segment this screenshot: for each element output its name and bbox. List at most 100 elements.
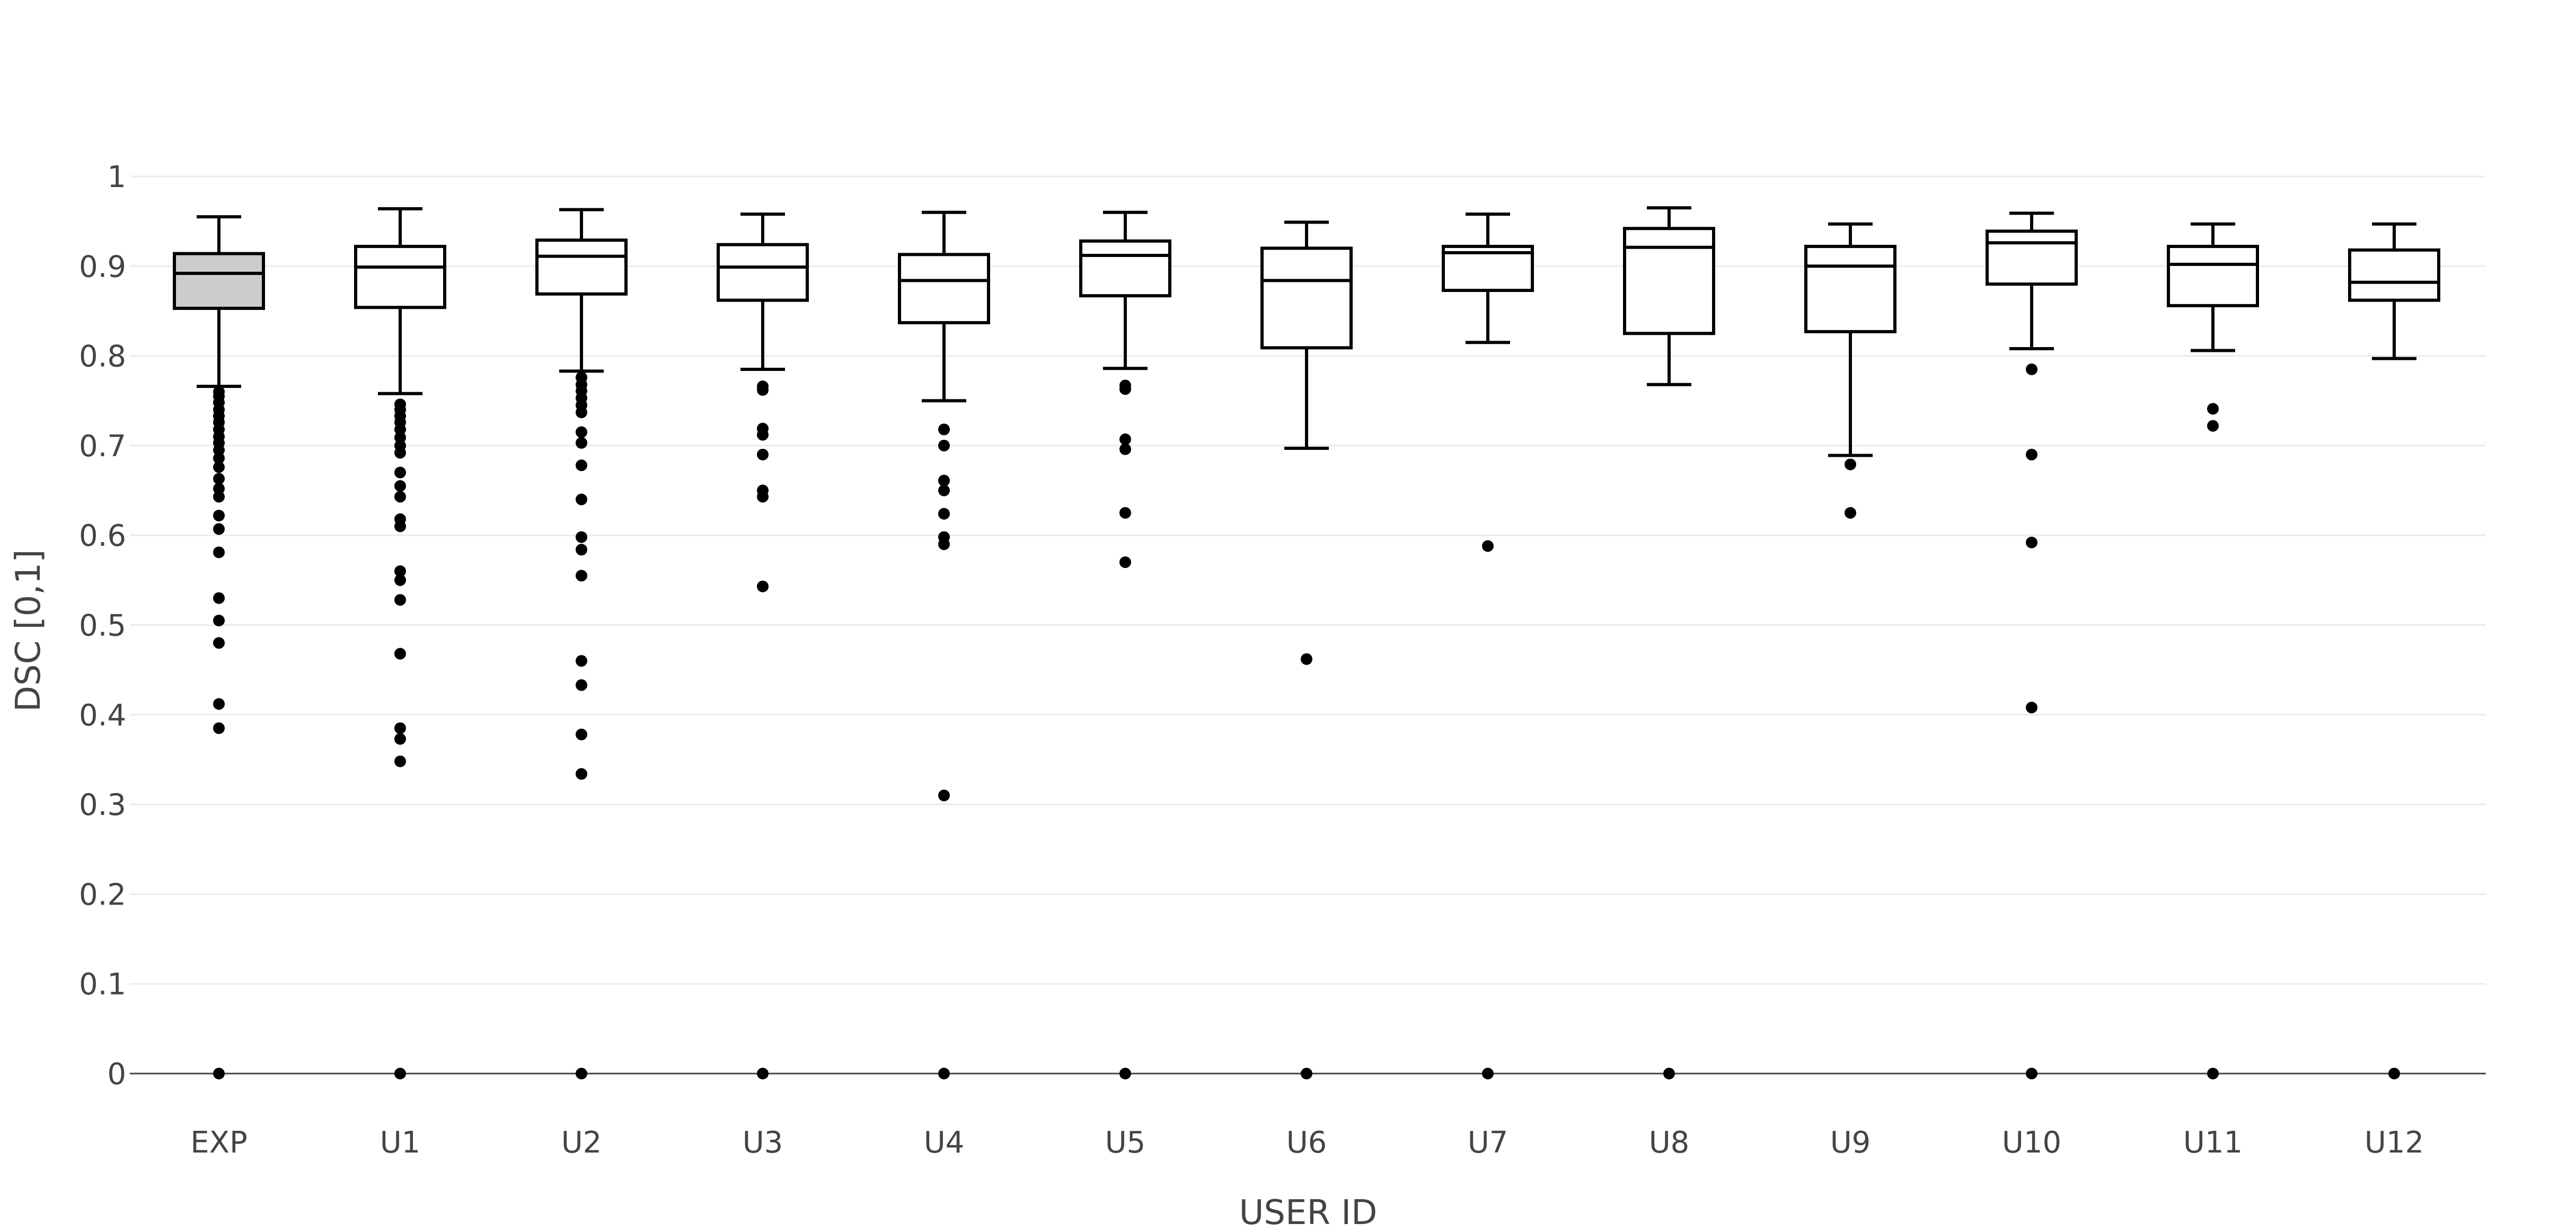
- y-tick-label: 1: [107, 160, 126, 194]
- outlier-point: [394, 1068, 406, 1079]
- outlier-point: [1119, 556, 1131, 568]
- outlier-point: [213, 592, 225, 604]
- y-tick-label: 0: [107, 1057, 126, 1092]
- box-u3: [717, 212, 809, 1079]
- outlier-point: [757, 1068, 769, 1079]
- outlier-point: [213, 491, 225, 503]
- box-u6: [1260, 220, 1353, 1079]
- outlier-point: [938, 790, 950, 802]
- outlier-point: [576, 679, 587, 691]
- outlier-point: [394, 565, 406, 577]
- outlier-point: [757, 429, 769, 441]
- outlier-point: [394, 431, 406, 444]
- outlier-point: [213, 523, 225, 535]
- outlier-point: [576, 531, 587, 543]
- outlier-point: [2026, 1068, 2037, 1079]
- iqr-box: [1079, 239, 1171, 298]
- x-tick-label: U1: [380, 1125, 421, 1160]
- outlier-point: [1845, 458, 1856, 471]
- outlier-point: [2026, 363, 2037, 375]
- x-tick-label: U2: [561, 1125, 602, 1160]
- y-tick-label: 0.5: [79, 609, 126, 643]
- outlier-point: [213, 461, 225, 473]
- x-tick-labels: EXP U1 U2 U3 U4 U5 U6 U7 U8 U9 U10 U11 U12: [190, 1125, 2424, 1160]
- outlier-point: [938, 538, 950, 551]
- outlier-point: [394, 755, 406, 767]
- iqr-box: [2167, 245, 2259, 307]
- outlier-point: [576, 426, 587, 438]
- y-tick-label: 0.4: [79, 698, 126, 733]
- iqr-box: [535, 238, 628, 296]
- outlier-point: [2207, 420, 2219, 432]
- y-axis-title: DSC [0,1]: [9, 549, 48, 712]
- box-u5: [1079, 210, 1171, 1079]
- outlier-point: [576, 1068, 587, 1079]
- outlier-point: [576, 493, 587, 506]
- outlier-point: [2207, 1068, 2219, 1079]
- outlier-point: [394, 594, 406, 606]
- outlier-point: [213, 509, 225, 521]
- y-tick-label: 0.1: [79, 968, 126, 1002]
- y-tick-label: 0.8: [79, 340, 126, 374]
- outlier-point: [213, 1068, 225, 1079]
- iqr-box: [173, 252, 265, 310]
- x-axis-title: USER ID: [1239, 1193, 1378, 1232]
- outlier-point: [394, 447, 406, 459]
- iqr-box: [2348, 248, 2440, 302]
- outlier-point: [938, 1068, 950, 1079]
- outlier-point: [1301, 1068, 1312, 1079]
- outlier-point: [1119, 1068, 1131, 1079]
- y-tick-label: 0.2: [79, 878, 126, 912]
- x-tick-label: U8: [1649, 1125, 1690, 1160]
- y-tick-label: 0.9: [79, 250, 126, 284]
- outlier-point: [1119, 443, 1131, 455]
- outlier-point: [2388, 1068, 2400, 1079]
- outlier-point: [1119, 383, 1131, 395]
- box-u2: [535, 208, 628, 1079]
- outlier-point: [394, 722, 406, 734]
- outlier-point: [938, 423, 950, 436]
- outlier-point: [394, 648, 406, 660]
- outlier-point: [394, 520, 406, 533]
- outlier-point: [576, 655, 587, 667]
- outlier-point: [757, 580, 769, 592]
- outlier-point: [757, 491, 769, 503]
- outlier-point: [2026, 448, 2037, 460]
- box-u12: [2348, 222, 2440, 1079]
- box-u9: [1804, 222, 1896, 519]
- outlier-point: [2026, 702, 2037, 714]
- outlier-point: [394, 423, 406, 436]
- iqr-box: [1260, 246, 1353, 350]
- iqr-box: [1986, 229, 2078, 286]
- outlier-point: [1301, 653, 1312, 665]
- outlier-point: [938, 439, 950, 451]
- x-tick-label: EXP: [190, 1125, 248, 1160]
- y-tick-label: 0.6: [79, 519, 126, 553]
- boxes: [173, 206, 2440, 1079]
- x-tick-label: U5: [1105, 1125, 1146, 1160]
- outlier-point: [576, 459, 587, 472]
- outlier-point: [213, 615, 225, 627]
- x-tick-label: U4: [924, 1125, 965, 1160]
- x-tick-label: U11: [2183, 1125, 2243, 1160]
- outlier-point: [394, 491, 406, 503]
- outlier-point: [576, 406, 587, 419]
- outlier-point: [2207, 403, 2219, 415]
- iqr-box: [354, 245, 446, 309]
- box-u10: [1986, 211, 2078, 1079]
- outlier-point: [394, 574, 406, 586]
- box-u4: [898, 210, 990, 1079]
- outlier-point: [213, 452, 225, 464]
- outlier-point: [576, 729, 587, 741]
- y-tick-label: 0.7: [79, 429, 126, 464]
- outlier-point: [213, 637, 225, 649]
- outlier-point: [394, 733, 406, 745]
- x-tick-label: U12: [2365, 1125, 2424, 1160]
- x-tick-label: U6: [1286, 1125, 1327, 1160]
- box-u8: [1623, 206, 1715, 1079]
- outlier-point: [213, 698, 225, 710]
- outlier-point: [213, 722, 225, 734]
- outlier-point: [938, 474, 950, 486]
- outlier-point: [394, 480, 406, 492]
- outlier-point: [576, 768, 587, 780]
